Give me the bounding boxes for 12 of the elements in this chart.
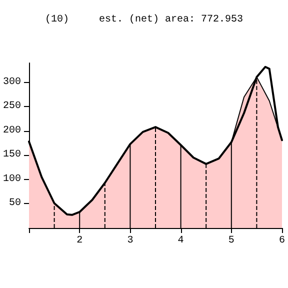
x-tick-label: 5 — [228, 236, 234, 246]
y-tick-label: 150 — [2, 150, 22, 161]
x-tick-label: 2 — [76, 236, 83, 246]
y-tick-label: 200 — [2, 125, 22, 136]
y-tick-label: 50 — [8, 198, 22, 210]
x-tick-label: 3 — [127, 236, 134, 246]
x-tick-label: 4 — [178, 236, 184, 246]
y-tick-label: 100 — [2, 174, 22, 185]
y-tick-label: 300 — [2, 76, 22, 88]
chart-title: (10) est. (net) area: 772.953 — [44, 14, 244, 26]
y-tick-label: 250 — [2, 101, 22, 112]
x-tick-label: 6 — [278, 236, 286, 246]
